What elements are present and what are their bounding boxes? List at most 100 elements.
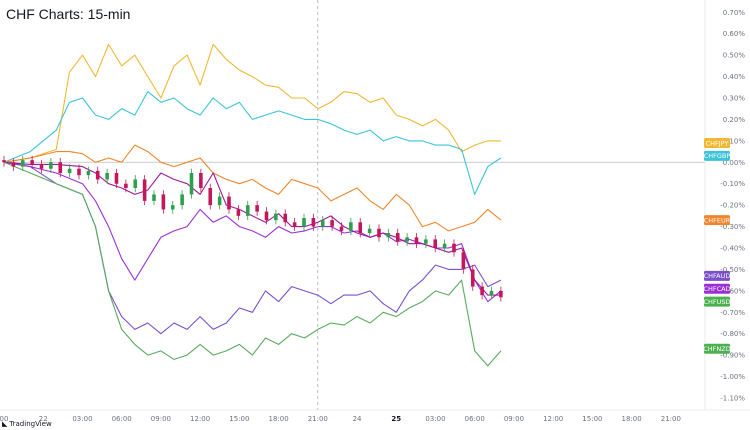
tradingview-brand: ◣ TradingView xyxy=(2,420,52,428)
y-tick-label: 0.40% xyxy=(723,73,746,81)
tag-chfusd: CHFUSD xyxy=(703,296,731,307)
y-tick-label: -0.80% xyxy=(720,330,745,338)
tag-chfaud: CHFAUD xyxy=(704,270,731,281)
candle xyxy=(114,168,119,188)
tag-label: CHFUSD xyxy=(703,298,730,306)
candle xyxy=(161,190,166,214)
y-tick-label: -1.10% xyxy=(720,395,745,403)
x-tick-label: 06:00 xyxy=(465,415,485,423)
candle xyxy=(217,192,222,210)
y-tick-label: -0.90% xyxy=(720,352,745,360)
candle xyxy=(442,239,447,253)
y-tick-label: -0.10% xyxy=(720,180,745,188)
candle xyxy=(424,235,428,248)
y-tick-label: 0.00% xyxy=(723,159,746,167)
y-tick-label: 0.60% xyxy=(723,30,746,38)
tag-chfeur: CHFEUR xyxy=(704,215,731,226)
tag-label: CHFGBP xyxy=(704,152,731,160)
series-line-chfusd xyxy=(3,161,501,296)
tag-chfgbp: CHFGBP xyxy=(704,150,731,161)
candle xyxy=(452,239,456,257)
candle xyxy=(264,207,269,225)
candle xyxy=(105,168,109,184)
series-line-chfjpy xyxy=(3,43,501,163)
y-axis: 0.70% 0.60% 0.50% 0.40% 0.30% 0.20% 0.10% 0.00%… xyxy=(720,9,745,403)
series-line-chfaud xyxy=(3,161,502,335)
candle xyxy=(292,218,297,231)
x-tick-label: 18:00 xyxy=(268,415,288,423)
candle xyxy=(311,213,316,231)
x-tick-label: 18:00 xyxy=(622,415,642,423)
x-tick-label: 09:00 xyxy=(504,415,524,423)
tag-chfnzd: CHFNZD xyxy=(703,343,731,354)
series-line-chfeur xyxy=(3,144,502,232)
x-tick-label: 15:00 xyxy=(229,415,249,423)
series-line-chfgbp xyxy=(3,91,502,195)
candle xyxy=(349,218,353,236)
candle xyxy=(480,282,484,300)
candle xyxy=(86,166,91,180)
y-tick-label: 0.30% xyxy=(723,95,746,103)
x-tick-label: 22 xyxy=(39,415,48,423)
x-tick-label: 21:00 xyxy=(308,415,328,423)
candle xyxy=(208,183,213,210)
x-tick-label: 12:00 xyxy=(190,415,210,423)
candle xyxy=(189,168,194,199)
candle xyxy=(274,209,278,225)
y-tick-label: -0.50% xyxy=(720,266,745,274)
tag-label: CHFNZD xyxy=(703,345,731,353)
candle xyxy=(227,192,231,214)
candle xyxy=(77,164,81,180)
candle xyxy=(124,179,128,193)
candle xyxy=(330,215,334,231)
candle xyxy=(255,200,259,216)
candle xyxy=(245,200,250,221)
y-tick-label: 0.10% xyxy=(723,137,746,145)
candle xyxy=(142,175,147,206)
reference-lines xyxy=(0,0,750,411)
candle xyxy=(414,233,419,248)
tradingview-label: TradingView xyxy=(9,420,52,428)
candle xyxy=(236,205,241,221)
candle xyxy=(499,286,503,302)
x-tick-label: 12:00 xyxy=(543,415,563,423)
candle xyxy=(405,233,409,246)
candle xyxy=(199,168,203,193)
candle xyxy=(39,160,44,173)
x-tick-label: 21:00 xyxy=(661,415,681,423)
tag-label: CHFEUR xyxy=(704,216,731,224)
candle xyxy=(339,222,344,236)
candle xyxy=(302,213,306,231)
tag-chfjpy: CHFJPY xyxy=(704,138,730,148)
candle xyxy=(152,190,156,206)
series-lines xyxy=(3,43,502,367)
candle xyxy=(320,215,325,231)
tag-chfcad: CHFCAD xyxy=(703,283,731,294)
x-tick-label: 24 xyxy=(353,415,362,423)
y-tick-label: 0.20% xyxy=(723,116,746,124)
x-tick-label: 15:00 xyxy=(582,415,602,423)
candle xyxy=(283,209,288,227)
candle xyxy=(30,155,34,169)
x-axis: 00 22 03:00 06:00 09:00 12:00 15:00 18:00 21:00 2… xyxy=(0,415,681,423)
candle xyxy=(386,228,391,242)
candle xyxy=(433,235,438,253)
x-tick-label: 00 xyxy=(0,415,8,423)
x-tick-label: 06:00 xyxy=(112,415,132,423)
candle xyxy=(20,155,25,171)
candlesticks xyxy=(2,155,503,302)
candle xyxy=(180,190,184,210)
candle xyxy=(95,166,100,184)
candle xyxy=(58,158,63,178)
candle xyxy=(133,175,138,193)
series-tags: CHFJPY CHFGBP CHFEUR CHFAUD CHFCAD CHFUSD CHFN… xyxy=(703,138,731,354)
y-tick-label: -0.30% xyxy=(720,223,745,231)
chart-title: CHF Charts: 15-min xyxy=(6,6,131,22)
y-tick-label: 0.50% xyxy=(723,52,746,60)
candle xyxy=(67,164,72,178)
candle xyxy=(367,224,372,238)
candle xyxy=(461,248,466,274)
tag-label: CHFAUD xyxy=(704,272,731,280)
tradingview-logo-icon: ◣ xyxy=(2,420,8,428)
